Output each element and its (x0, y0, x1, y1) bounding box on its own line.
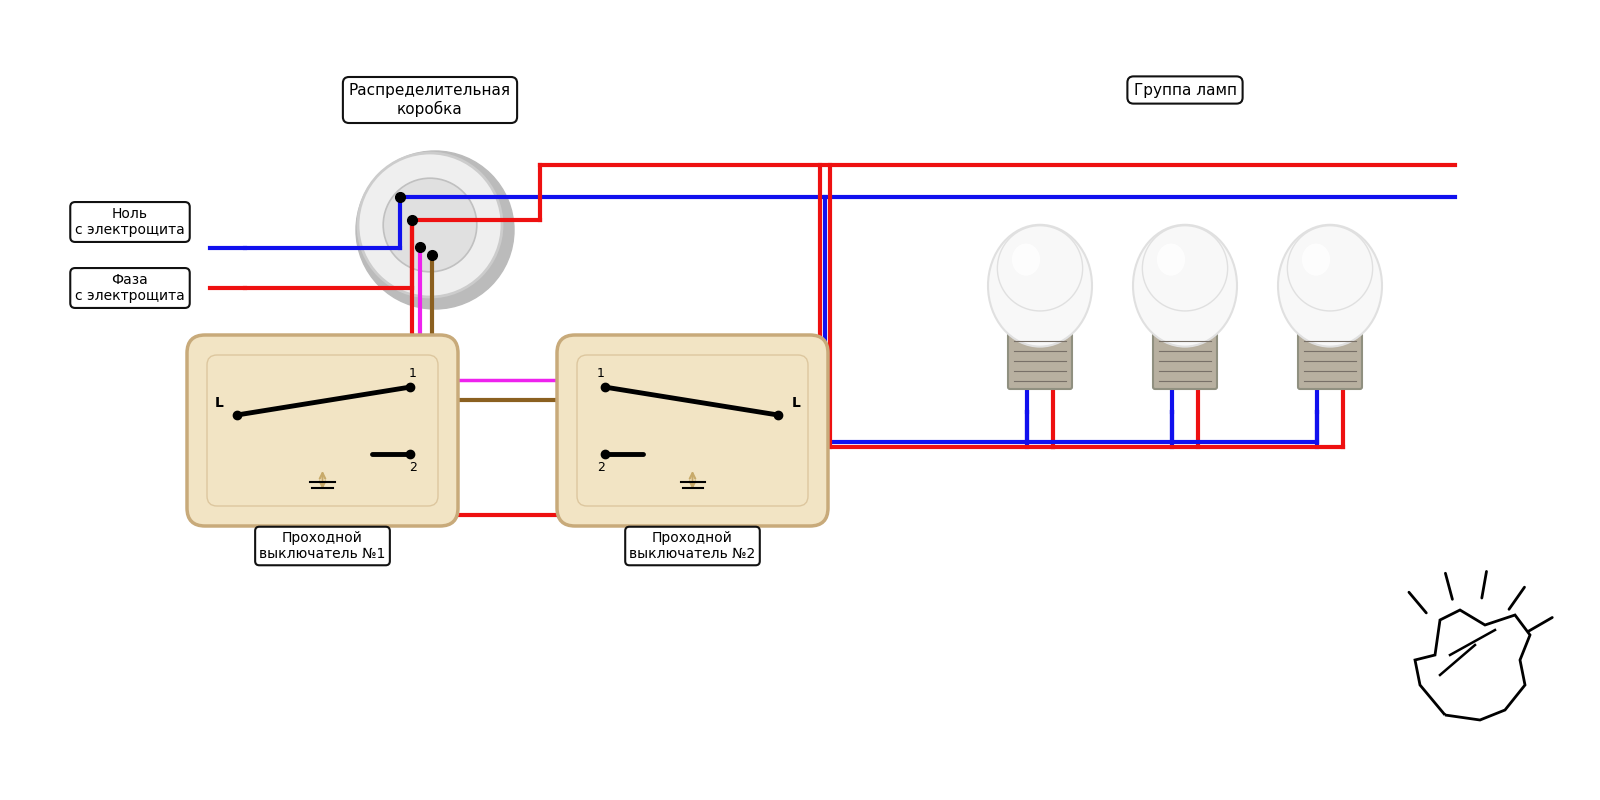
FancyBboxPatch shape (206, 355, 438, 506)
Circle shape (1288, 226, 1373, 311)
Text: 1: 1 (597, 366, 605, 380)
Circle shape (355, 151, 514, 309)
Circle shape (358, 153, 502, 297)
Circle shape (384, 178, 477, 272)
Text: Группа ламп: Группа ламп (1133, 82, 1237, 98)
Text: Распределительная
коробка: Распределительная коробка (349, 83, 510, 117)
Text: Проходной
выключатель №1: Проходной выключатель №1 (259, 531, 386, 561)
FancyBboxPatch shape (187, 335, 458, 526)
Circle shape (1142, 226, 1227, 311)
FancyBboxPatch shape (557, 335, 829, 526)
Ellipse shape (989, 225, 1091, 346)
FancyBboxPatch shape (1008, 333, 1072, 389)
Ellipse shape (1133, 225, 1237, 346)
Text: 2: 2 (597, 462, 605, 474)
FancyBboxPatch shape (578, 355, 808, 506)
Text: Проходной
выключатель №2: Проходной выключатель №2 (629, 531, 755, 561)
Ellipse shape (1013, 243, 1040, 275)
Text: L: L (792, 396, 800, 410)
Text: L: L (214, 396, 224, 410)
Text: Фаза
с электрощита: Фаза с электрощита (75, 273, 186, 303)
Ellipse shape (1302, 243, 1330, 275)
Text: Ноль
с электрощита: Ноль с электрощита (75, 207, 186, 237)
Ellipse shape (1157, 243, 1186, 275)
Text: 1: 1 (410, 366, 418, 380)
Ellipse shape (1278, 225, 1382, 346)
FancyBboxPatch shape (1298, 333, 1362, 389)
Circle shape (997, 226, 1083, 311)
Text: 2: 2 (410, 462, 418, 474)
FancyBboxPatch shape (1154, 333, 1218, 389)
